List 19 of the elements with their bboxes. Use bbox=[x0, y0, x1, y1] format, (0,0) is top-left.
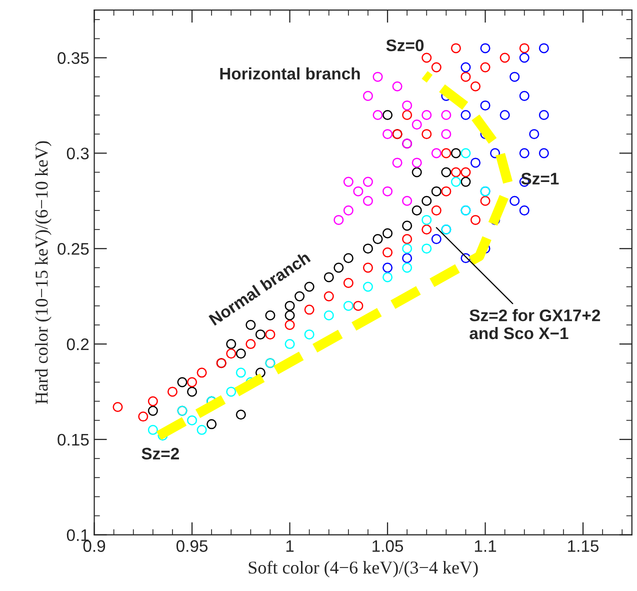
x-axis-title: Soft color (4−6 keV)/(3−4 keV) bbox=[248, 560, 478, 578]
x-tick-label: 0.95 bbox=[176, 540, 208, 552]
annotation: Sz=2 for GX17+2 and Sco X−1 bbox=[470, 309, 600, 340]
y-tick-label: 0.35 bbox=[58, 52, 89, 64]
y-tick-label: 0.15 bbox=[58, 434, 89, 446]
y-tick-label: 0.25 bbox=[58, 242, 89, 255]
y-axis-title: Hard color (10−15 keV)/(6−10 keV) bbox=[35, 141, 52, 404]
y-tick-label: 0.1 bbox=[66, 529, 89, 542]
y-tick-label: 0.2 bbox=[66, 338, 89, 350]
annotation: Sz=1 bbox=[521, 172, 559, 185]
x-tick-label: 1.15 bbox=[568, 540, 599, 552]
x-tick-label: 1.05 bbox=[372, 540, 404, 552]
annotation: Sz=0 bbox=[386, 39, 424, 52]
x-tick-label: 0.9 bbox=[83, 540, 106, 552]
x-tick-label: 1.1 bbox=[474, 540, 496, 552]
annotation: Sz=2 bbox=[142, 448, 179, 460]
y-tick-label: 0.3 bbox=[66, 148, 89, 160]
annotation: Horizontal branch bbox=[220, 67, 360, 80]
x-tick-label: 1 bbox=[286, 540, 294, 552]
